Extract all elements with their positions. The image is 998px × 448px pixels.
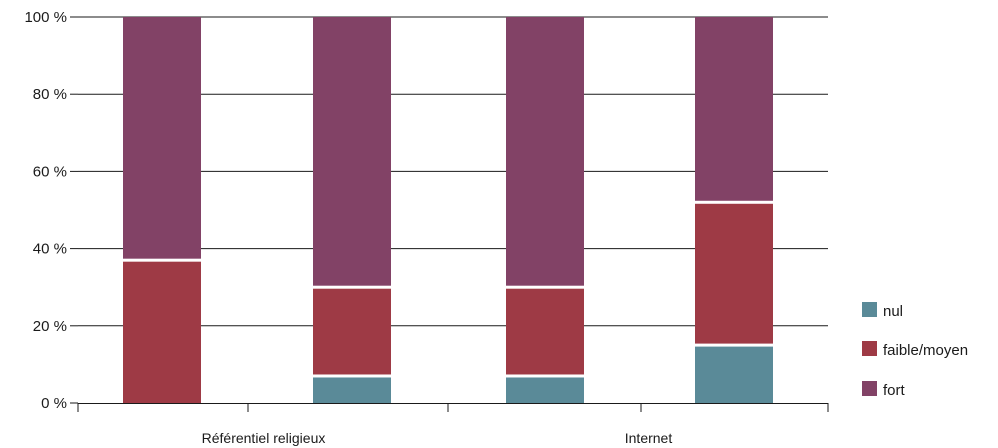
bar-segment-nul [506, 377, 584, 403]
bar-segment-fort [313, 17, 391, 286]
legend-label: fort [883, 382, 906, 399]
bar-segment-fort [506, 17, 584, 286]
x-category-label: Internet [625, 430, 673, 446]
x-category-label: Référentiel religieux [202, 430, 326, 446]
legend-swatch [862, 381, 877, 396]
legend-swatch [862, 302, 877, 317]
y-tick-label: 100 % [24, 9, 67, 26]
y-tick-label: 40 % [33, 241, 67, 258]
bars [123, 17, 773, 403]
bar-segment-fort [695, 17, 773, 201]
bar-segment-faible-moyen [123, 261, 201, 403]
bar-segment-faible-moyen [313, 288, 391, 375]
bar-segment-faible-moyen [695, 203, 773, 344]
legend-swatch [862, 341, 877, 356]
bar-segment-nul [313, 377, 391, 403]
y-tick-label: 20 % [33, 318, 67, 335]
bar-segment-fort [123, 17, 201, 259]
y-tick-label: 60 % [33, 163, 67, 180]
y-tick-label: 0 % [41, 395, 67, 412]
y-tick-label: 80 % [33, 86, 67, 103]
legend-label: faible/moyen [883, 342, 968, 359]
legend: nul faible/moyen fort [862, 302, 968, 399]
bar-segment-faible-moyen [506, 288, 584, 375]
legend-label: nul [883, 303, 903, 320]
axes: 0 % 20 % 40 % 60 % 80 % 100 % Référentiel reli… [24, 9, 829, 446]
bar-segment-nul [695, 346, 773, 403]
